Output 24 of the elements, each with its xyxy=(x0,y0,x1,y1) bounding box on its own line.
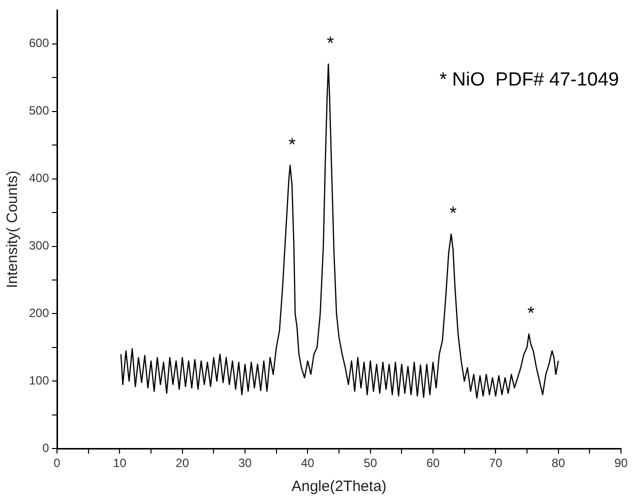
x-tick-label: 20 xyxy=(176,456,190,470)
annotation: * NiO PDF# 47-1049 xyxy=(439,69,619,90)
x-tick-label: 70 xyxy=(488,456,503,470)
x-tick-label: 40 xyxy=(301,456,315,470)
x-tick-label: 50 xyxy=(364,456,378,470)
y-tick-label: 200 xyxy=(28,306,50,320)
annotation: * xyxy=(450,203,457,224)
annotation: * xyxy=(326,33,334,54)
x-axis-title: Angle(2Theta) xyxy=(291,478,387,496)
y-tick-label: 600 xyxy=(28,36,50,50)
y-tick-label: 500 xyxy=(28,104,50,118)
x-tick-label: 60 xyxy=(426,456,440,470)
x-tick-label: 30 xyxy=(238,456,252,470)
y-axis-title: Intensity( Counts) xyxy=(4,170,22,288)
annotation: * xyxy=(527,302,534,323)
x-tick-label: 90 xyxy=(614,456,628,470)
x-tick-label: 10 xyxy=(113,456,127,470)
x-tick-label: 80 xyxy=(552,456,566,470)
y-tick-label: 0 xyxy=(42,440,50,455)
y-tick-label: 300 xyxy=(28,238,50,253)
x-tick-label: 0 xyxy=(54,456,61,470)
y-tick-label: 400 xyxy=(28,171,50,186)
y-tick-label: 100 xyxy=(28,373,50,388)
annotation: * xyxy=(288,134,296,154)
